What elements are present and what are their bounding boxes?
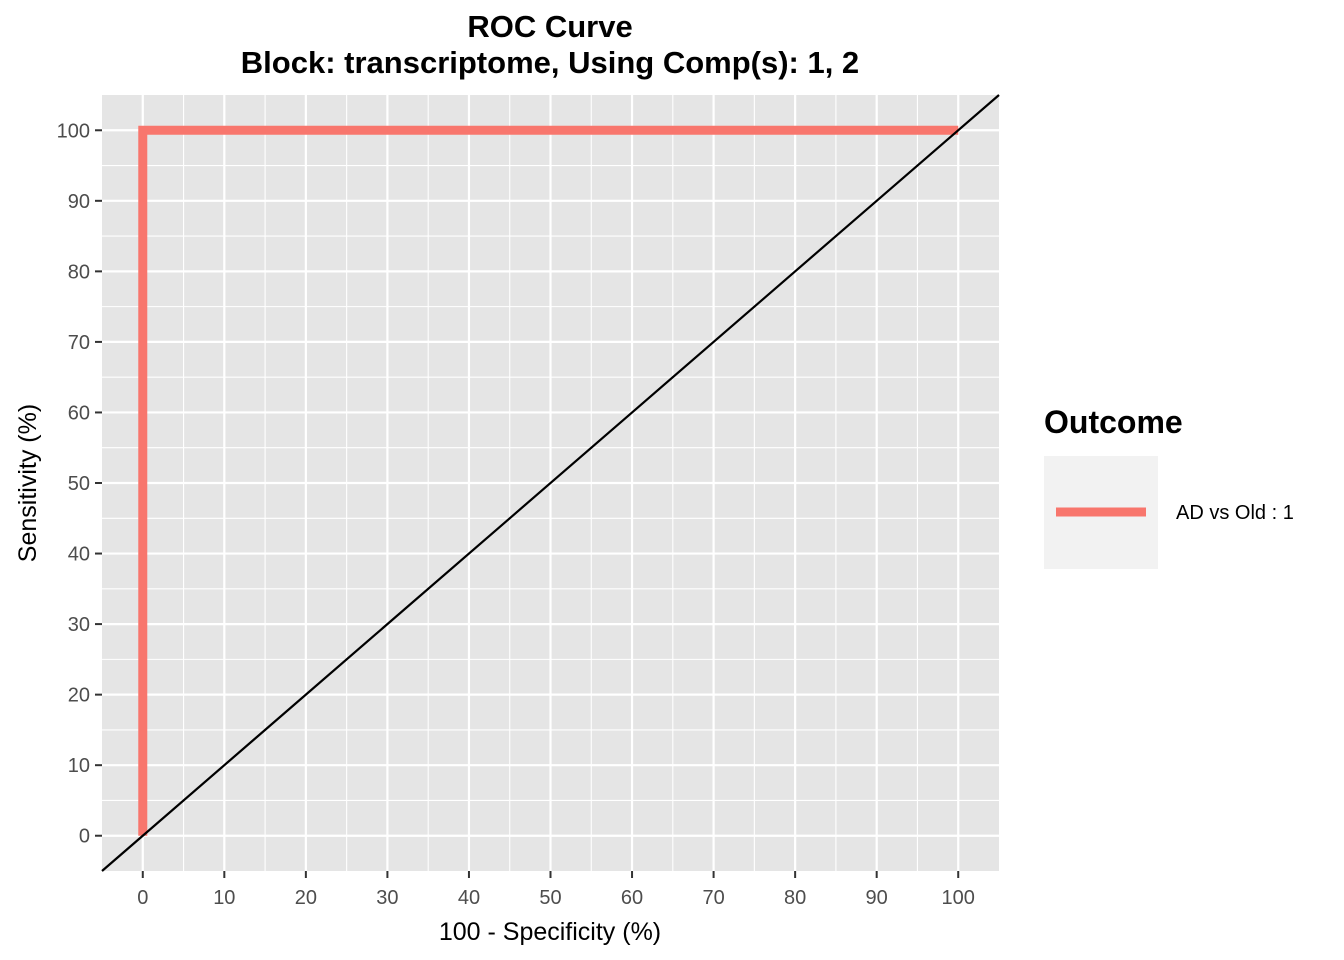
y-axis: 0 10 20 30 40 50 60 70 80 90 100 [57,120,102,848]
x-tick-label: 0 [137,887,148,909]
x-tick-label: 80 [784,887,806,909]
x-tick-label: 70 [702,887,724,909]
series-layer [138,125,959,836]
x-axis-title: 100 - Specificity (%) [439,918,661,946]
y-tick-label: 70 [68,332,90,354]
legend-label: AD vs Old : 1 [1176,502,1294,524]
y-tick-label: 100 [57,120,90,142]
y-tick-label: 50 [68,473,90,495]
x-tick-label: 20 [295,887,317,909]
x-tick-label: 40 [458,887,480,909]
x-tick-label: 10 [213,887,235,909]
y-tick-label: 10 [68,755,90,777]
legend: Outcome AD vs Old : 1 [1044,404,1294,569]
y-axis-title: Sensitivity (%) [14,404,42,562]
y-tick-label: 90 [68,191,90,213]
chart-subtitle: Block: transcriptome, Using Comp(s): 1, … [241,45,859,80]
reference-diagonal-line [101,94,1000,872]
y-tick-label: 0 [79,826,90,848]
y-tick-label: 30 [68,614,90,636]
x-tick-label: 100 [942,887,975,909]
y-tick-label: 60 [68,402,90,424]
x-tick-label: 60 [621,887,643,909]
chart-title: ROC Curve [467,9,632,44]
x-tick-label: 30 [376,887,398,909]
x-axis: 0 10 20 30 40 50 60 70 80 90 100 [137,871,975,909]
y-tick-label: 80 [68,261,90,283]
y-tick-label: 40 [68,544,90,566]
x-tick-label: 50 [539,887,561,909]
roc-curve-line [138,125,959,836]
y-tick-label: 20 [68,685,90,707]
legend-title: Outcome [1044,404,1183,440]
x-tick-label: 90 [866,887,888,909]
